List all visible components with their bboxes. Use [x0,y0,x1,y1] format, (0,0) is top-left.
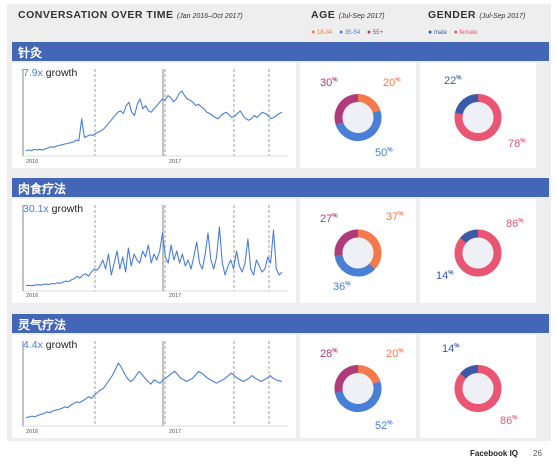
male-pct: 14% [436,270,454,282]
growth-label: 30.1x growth [23,203,84,215]
donut-hole [342,102,374,133]
gender-donut-panel-1: 22% 78% [420,63,536,168]
year-label-2017: 2017 [169,429,182,435]
donut-hole [462,237,494,269]
conversation-title: CONVERSATION OVER TIME [18,9,174,21]
line-chart-3 [22,341,288,427]
gender-donut-panel-2: 14% 86% [420,199,536,303]
gender-donut-2 [454,229,502,277]
line-panel-2: 30.1x growth 2016 2017 [12,199,296,303]
legend-female: ● female [453,29,478,36]
year-label-2017: 2017 [169,159,182,165]
growth-label: 7.9x growth [23,67,78,79]
age-18-34-pct: 37% [386,211,404,223]
legend-age-55-plus: ● 55+ [366,29,383,36]
age-subtitle: (Jul-Sep 2017) [338,13,385,20]
age-donut-3 [334,365,382,412]
gender-donut-panel-3: 14% 86% [420,335,536,438]
year-label-2016: 2016 [26,159,39,165]
section-title: 灵气疗法 [18,318,67,332]
donut-hole [342,373,374,404]
slice-female [454,94,502,141]
legend-male: ● male [428,29,447,36]
male-pct: 14% [442,343,460,355]
donut-hole [462,102,494,133]
line-panel-1: 7.9x growth 2016 2017 [12,63,296,168]
age-55-plus-pct: 28% [320,348,338,360]
age-donut-1 [334,94,382,141]
legend-age-18-34: ● 18-34 [311,29,333,36]
section-band-reiki: 灵气疗法 [12,314,549,333]
year-label-2016: 2016 [26,293,39,299]
page-number: 26 [533,449,542,458]
age-35-54-pct: 50% [375,147,393,159]
age-donut-2 [334,229,382,277]
series-line [25,226,283,287]
age-donut-panel-3: 28% 20% 52% [300,335,416,438]
slice-age-35-54 [334,365,382,412]
age-title: AGE [311,9,336,21]
donut-hole [462,373,494,404]
female-pct: 86% [506,218,524,230]
section-band-acupuncture: 针灸 [12,42,549,61]
line-chart-2 [22,205,288,292]
slice-female [454,229,502,277]
male-pct: 22% [444,75,462,87]
series-line [25,362,283,419]
legend-age-35-54: ● 35-54 [338,29,361,36]
growth-label: 4.4x growth [23,339,78,351]
age-donut-panel-2: 27% 37% 36% [300,199,416,303]
female-pct: 86% [500,415,518,427]
section-band-meat-therapy: 肉食疗法 [12,178,549,197]
age-18-34-pct: 20% [383,77,401,89]
gender-subtitle: (Jul-Sep 2017) [479,13,526,20]
year-label-2017: 2017 [169,293,182,299]
age-55-plus-pct: 27% [320,213,338,225]
donut-hole [342,237,374,269]
footer-brand: Facebook IQ [470,449,519,458]
line-chart-1 [22,69,288,157]
slice-female [454,365,502,412]
gender-title: GENDER [428,9,476,21]
section-title: 肉食疗法 [18,182,67,196]
gender-donut-3 [454,365,502,412]
line-panel-3: 4.4x growth 2016 2017 [12,335,296,438]
year-label-2016: 2016 [26,429,39,435]
age-55-plus-pct: 30% [320,77,338,89]
age-header: AGE (Jul-Sep 2017) [311,9,385,21]
female-pct: 78% [508,138,526,150]
conversation-subtitle: (Jan 2016–Oct 2017) [176,13,243,20]
age-35-54-pct: 52% [375,420,393,432]
gender-header: GENDER (Jul-Sep 2017) [428,9,525,21]
age-donut-panel-1: 30% 20% 50% [300,63,416,168]
age-35-54-pct: 36% [333,281,351,293]
conversation-header: CONVERSATION OVER TIME (Jan 2016–Oct 201… [18,9,243,21]
slice-age-35-54 [334,229,382,277]
slice-age-55-plus [334,365,382,412]
age-legend: ● 18-34 ● 35-54 ● 55+ [311,29,388,36]
series-line [25,90,283,152]
age-18-34-pct: 20% [386,348,404,360]
gender-donut-1 [454,94,502,141]
section-title: 针灸 [18,46,43,60]
gender-legend: ● male ● female [428,29,483,36]
